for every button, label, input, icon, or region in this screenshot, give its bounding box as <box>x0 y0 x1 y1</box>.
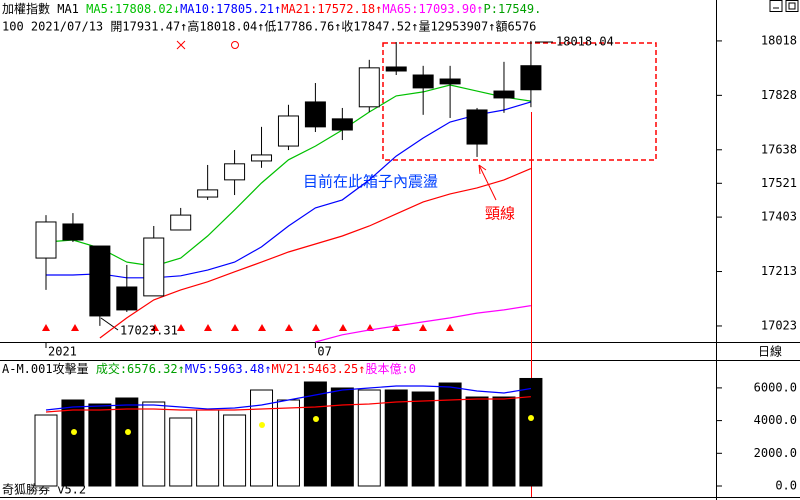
y-tick-label: 17638 <box>761 142 797 156</box>
volume-bar <box>88 403 112 487</box>
candle-body <box>466 109 488 145</box>
signal-dot <box>528 415 534 421</box>
volume-bar <box>276 399 300 487</box>
candle-body <box>493 90 515 99</box>
series-line <box>315 305 531 343</box>
legend-entry: MA10:17805.21↑ <box>180 2 281 16</box>
candle-body <box>520 65 542 91</box>
title: A-M.001攻擊量 <box>2 361 89 376</box>
volume-bar <box>357 389 381 487</box>
series-line <box>45 385 531 411</box>
x-tick-label: 07 <box>317 345 331 359</box>
x-tick-label: 2021 <box>48 345 77 359</box>
signal-dot <box>125 429 131 435</box>
range-box <box>382 42 657 161</box>
volume-bar <box>142 401 166 487</box>
candle-body <box>277 115 299 147</box>
legend-entry: MV5:5963.48↑ <box>185 362 272 376</box>
annotation: 目前在此箱子內震盪 <box>303 173 438 191</box>
candle-body <box>331 118 353 131</box>
top-markers <box>176 40 239 50</box>
volume-bar <box>169 417 193 487</box>
volume-bar <box>196 409 220 487</box>
indicator: P:17549. <box>484 2 542 16</box>
price-legend: 加權指數 MA1 MA5:17808.02↓MA10:17805.21↑MA21… <box>2 1 541 16</box>
candle-body <box>197 189 219 198</box>
volume-bar <box>438 382 462 487</box>
annotation: 17023.31 <box>120 324 178 338</box>
signal-dot <box>71 429 77 435</box>
y-tick-label: 17828 <box>761 88 797 102</box>
candle-body <box>358 67 380 108</box>
volume-bar <box>34 414 58 487</box>
annotation: 18018.04 <box>556 35 614 49</box>
series-line <box>45 396 531 413</box>
candle-body <box>116 286 138 311</box>
volume-bar <box>384 389 408 487</box>
candle-body <box>385 66 407 72</box>
candle-body <box>439 78 461 85</box>
candle-body <box>35 221 57 259</box>
legend-entry: MA21:17572.18↑ <box>281 2 382 16</box>
bar-info: 100 2021/07/13 開17931.47↑高18018.04↑低1778… <box>2 19 536 34</box>
y-tick-label: 18018 <box>761 33 797 47</box>
volume-bar <box>492 396 516 487</box>
volume-bar <box>465 396 489 487</box>
volume-bar <box>223 414 247 487</box>
y-tick-label: 17213 <box>761 264 797 278</box>
signal-markers <box>42 324 454 331</box>
volume-bar <box>115 397 139 487</box>
y-tick-label: 17403 <box>761 210 797 224</box>
y-tick-label: 4000.0 <box>754 413 797 427</box>
candle-body <box>89 245 111 317</box>
y-tick-label: 17023 <box>761 318 797 332</box>
legend-entry: MA65:17093.90↑ <box>382 2 483 16</box>
volume-bar <box>61 399 85 487</box>
signal-dot <box>313 416 319 422</box>
y-tick-label: 6000.0 <box>754 380 797 394</box>
volume-bar <box>411 391 435 487</box>
annotation-arrow <box>478 164 497 201</box>
y-tick-label: 2000.0 <box>754 446 797 460</box>
annotation: 頸線 <box>485 205 515 223</box>
volume-bar <box>303 381 327 487</box>
candle-body <box>62 223 84 241</box>
legend-entry: MA5:17808.02↓ <box>86 2 180 16</box>
candle-body <box>143 237 165 297</box>
candle-body <box>224 163 246 181</box>
extra: 股本億:0 <box>365 362 415 376</box>
annotation-line <box>100 317 119 331</box>
window-buttons[interactable] <box>769 0 799 12</box>
legend-entry: MV21:5463.25↑ <box>272 362 366 376</box>
y-tick-label: 17521 <box>761 176 797 190</box>
candle-body <box>304 101 326 128</box>
legend-entry: 成交:6576.32↑ <box>96 361 185 376</box>
title: 加權指數 MA1 <box>2 1 79 16</box>
candle-body <box>412 74 434 89</box>
volume-legend: A-M.001攻擊量 成交:6576.32↑MV5:5963.48↑MV21:5… <box>2 361 416 376</box>
series-line <box>99 168 532 339</box>
volume-bar <box>519 377 543 487</box>
volume-bar <box>250 389 274 487</box>
candle-body <box>170 214 192 231</box>
y-tick-label: 0.0 <box>775 478 797 492</box>
signal-dot <box>259 422 265 428</box>
candle-body <box>251 154 273 162</box>
period-label: 日線 <box>758 344 782 359</box>
volume-bar <box>330 387 354 487</box>
